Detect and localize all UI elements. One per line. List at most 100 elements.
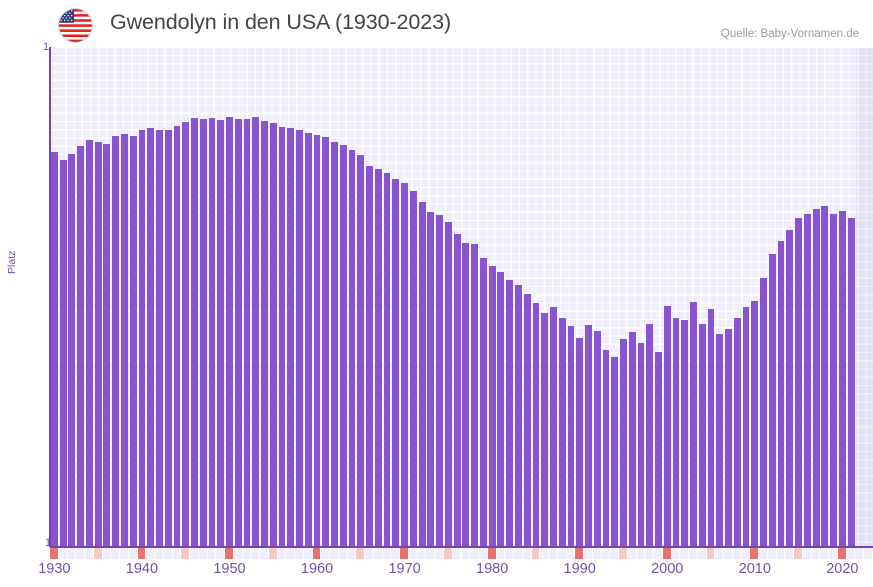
bar[interactable] <box>550 307 557 546</box>
bar[interactable] <box>523 294 531 546</box>
bar[interactable] <box>85 140 93 546</box>
bar[interactable] <box>331 142 338 546</box>
bar[interactable] <box>296 130 303 546</box>
bar[interactable] <box>103 144 111 546</box>
bar[interactable] <box>269 123 277 546</box>
bar[interactable] <box>304 133 312 546</box>
bar[interactable] <box>812 209 820 546</box>
bar[interactable] <box>94 142 102 546</box>
bar[interactable] <box>602 350 610 546</box>
bar[interactable] <box>156 130 163 546</box>
bar[interactable] <box>777 241 785 546</box>
bar[interactable] <box>243 119 251 546</box>
bar[interactable] <box>698 324 706 546</box>
bar[interactable] <box>173 126 181 546</box>
bar[interactable] <box>628 332 636 546</box>
bar[interactable] <box>374 169 382 546</box>
bar[interactable] <box>663 306 671 546</box>
bar[interactable] <box>199 119 207 546</box>
bar[interactable] <box>383 173 391 546</box>
bar[interactable] <box>471 244 479 546</box>
bar[interactable] <box>129 136 137 546</box>
x-axis-tick-cell <box>811 548 821 559</box>
bar[interactable] <box>252 117 260 546</box>
bar[interactable] <box>234 119 242 546</box>
bar[interactable] <box>392 179 400 546</box>
bar[interactable] <box>121 134 128 546</box>
bar[interactable] <box>217 120 225 546</box>
x-axis-tick-cell <box>181 548 191 559</box>
bar[interactable] <box>803 214 811 546</box>
bar[interactable] <box>182 122 190 546</box>
bar[interactable] <box>278 127 286 546</box>
bar[interactable] <box>541 313 549 546</box>
x-axis-tick-cell <box>636 548 646 559</box>
bar[interactable] <box>261 121 268 546</box>
bar[interactable] <box>401 183 408 546</box>
bar[interactable] <box>760 278 767 546</box>
bar[interactable] <box>821 206 829 546</box>
bar[interactable] <box>497 272 505 546</box>
bar[interactable] <box>768 254 776 546</box>
x-axis-tick-cell <box>330 548 339 559</box>
bar[interactable] <box>514 285 522 546</box>
x-axis-tick-cell <box>837 548 847 559</box>
bar[interactable] <box>208 118 216 546</box>
bar[interactable] <box>532 303 540 546</box>
bar[interactable] <box>462 243 470 546</box>
bar[interactable] <box>357 155 365 546</box>
bar[interactable] <box>68 154 76 546</box>
bar[interactable] <box>838 211 846 546</box>
bar[interactable] <box>339 145 347 546</box>
bar[interactable] <box>576 338 584 546</box>
bar[interactable] <box>348 150 356 546</box>
bar[interactable] <box>418 202 426 546</box>
bar[interactable] <box>655 352 662 546</box>
bar[interactable] <box>164 130 172 546</box>
bar[interactable] <box>725 329 732 546</box>
bar[interactable] <box>751 301 759 546</box>
bar[interactable] <box>112 136 120 546</box>
bar[interactable] <box>733 318 741 546</box>
bar[interactable] <box>585 325 592 546</box>
bar[interactable] <box>409 191 417 546</box>
bar[interactable] <box>716 334 724 546</box>
bar[interactable] <box>672 318 680 546</box>
bar[interactable] <box>646 324 654 546</box>
bar[interactable] <box>593 331 601 546</box>
bar[interactable] <box>786 230 794 546</box>
bar[interactable] <box>506 280 514 546</box>
bar[interactable] <box>427 212 435 546</box>
bar[interactable] <box>138 130 146 546</box>
bar[interactable] <box>637 343 645 546</box>
bar[interactable] <box>742 307 750 546</box>
x-axis-tick-cell <box>190 548 199 559</box>
bar[interactable] <box>620 339 627 546</box>
bar[interactable] <box>707 309 715 546</box>
bar[interactable] <box>77 146 85 546</box>
bar[interactable] <box>830 214 837 546</box>
bar[interactable] <box>436 215 444 546</box>
bar[interactable] <box>453 234 461 546</box>
x-axis-tick-label: 1970 <box>388 561 421 577</box>
bar[interactable] <box>366 166 373 546</box>
bar[interactable] <box>313 135 321 546</box>
bar[interactable] <box>558 318 566 546</box>
bar[interactable] <box>444 222 452 546</box>
bar[interactable] <box>479 258 487 546</box>
bar[interactable] <box>567 326 575 546</box>
bar[interactable] <box>226 117 233 546</box>
bar[interactable] <box>287 128 295 546</box>
bar[interactable] <box>690 302 697 546</box>
bar[interactable] <box>59 160 67 546</box>
bar[interactable] <box>681 320 689 546</box>
bar[interactable] <box>488 266 496 546</box>
bar[interactable] <box>611 357 619 546</box>
bar[interactable] <box>147 128 155 546</box>
bar[interactable] <box>322 137 330 546</box>
bar[interactable] <box>191 118 198 546</box>
bar[interactable] <box>795 218 802 546</box>
bar[interactable] <box>847 218 855 546</box>
bar[interactable] <box>50 152 58 546</box>
x-axis-tick-cell <box>680 548 690 559</box>
